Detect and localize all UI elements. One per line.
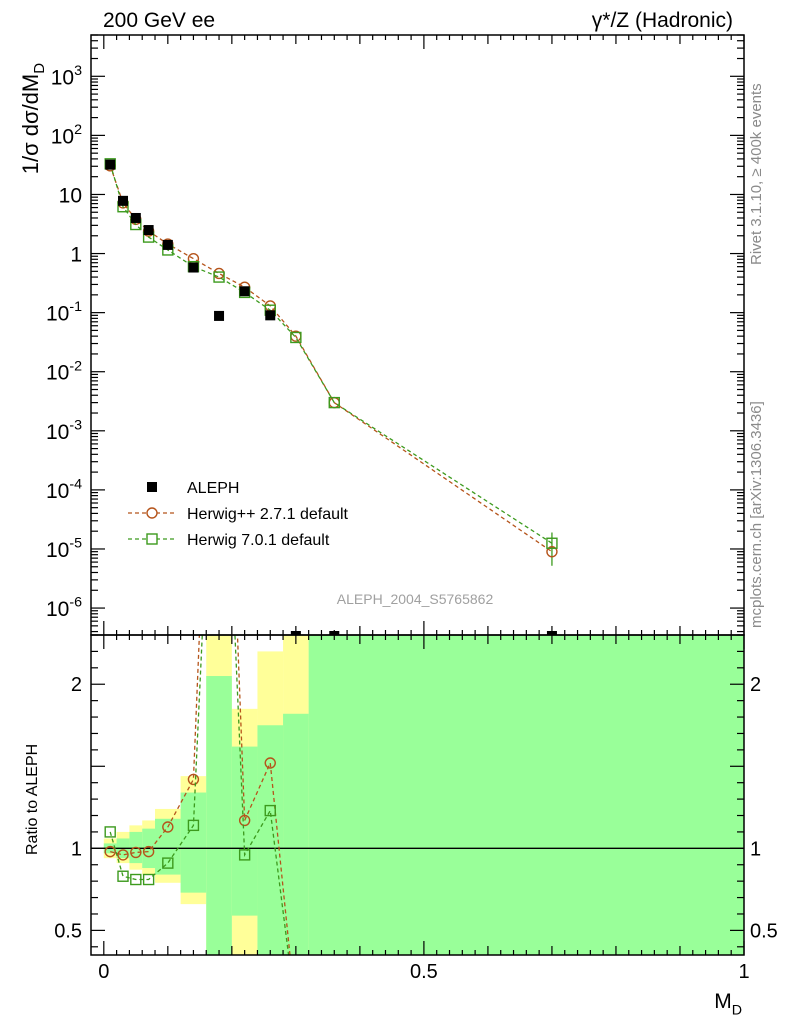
band-inner xyxy=(155,818,181,875)
herwig7-line xyxy=(109,163,553,544)
herwig7-ratio-point xyxy=(162,857,174,869)
herwigpp-ratio-point xyxy=(104,845,116,858)
x-tick-label: 0 xyxy=(98,961,109,983)
x-tick-label: 0.5 xyxy=(410,961,438,983)
y-tick-label: 1 xyxy=(70,244,82,267)
main-y-axis-label: 1/σ dσ/dMD xyxy=(18,63,48,175)
band-inner xyxy=(308,635,744,955)
y-tick-label: 10-3 xyxy=(46,417,82,443)
herwig7-ratio-point xyxy=(142,873,155,886)
ratio-panel-ticks xyxy=(91,634,745,955)
herwig7-ratio-point xyxy=(238,849,251,861)
herwigpp-ratio-point xyxy=(117,849,129,861)
aleph-point xyxy=(162,239,173,250)
legend: ALEPH Herwig++ 2.7.1 default Herwig 7.0.1 … xyxy=(128,480,349,549)
y-tick-label: 102 xyxy=(51,122,82,148)
ratio-series xyxy=(104,154,301,1017)
x-axis-title: MD xyxy=(714,990,742,1018)
ratio-tick-labels: 0.5 0.51 12 20 0.5 1 xyxy=(54,674,778,983)
aleph-point xyxy=(239,286,250,297)
herwig7-ratio-point xyxy=(104,826,116,838)
ratio-panel-frame xyxy=(90,634,745,956)
herwig7-point xyxy=(328,396,340,409)
y-tick-label: 10-2 xyxy=(46,358,82,384)
aleph-point xyxy=(118,195,129,206)
ratio-y-tick-label-right: 1 xyxy=(750,838,761,860)
mcplots-reference-label: mcplots.cern.ch [arXiv:1306.3436] xyxy=(748,401,765,628)
legend-aleph-marker xyxy=(147,482,157,492)
main-panel-ticks xyxy=(91,34,745,639)
x-tick-label: 1 xyxy=(738,961,749,983)
ratio-y-tick-label-left: 0.5 xyxy=(54,920,82,942)
y-tick-label: 10-4 xyxy=(46,476,82,502)
y-tick-label: 10-5 xyxy=(46,536,82,562)
aleph-point xyxy=(130,212,141,223)
herwig7-ratio-point xyxy=(187,819,200,832)
rivet-version-label: Rivet 3.1.10, ≥ 400k events xyxy=(748,83,765,265)
y-tick-label: 10-6 xyxy=(46,595,82,621)
herwig7-ratio-point xyxy=(264,804,276,817)
ratio-y-tick-label-left: 2 xyxy=(71,674,82,696)
legend-entry-label: ALEPH xyxy=(187,480,239,497)
herwigpp-ratio-point xyxy=(214,154,224,164)
header-right-label: γ*/Z (Hadronic) xyxy=(592,9,733,32)
herwigpp-point xyxy=(546,545,558,558)
band-inner xyxy=(231,746,258,916)
herwigpp-ratio-point xyxy=(187,773,200,786)
ratio-y-tick-label-left: 1 xyxy=(71,838,82,860)
herwigpp-line xyxy=(109,165,553,553)
herwigpp-ratio-point xyxy=(162,821,174,833)
header-left-label: 200 GeV ee xyxy=(103,9,215,32)
aleph-point xyxy=(265,310,276,321)
herwigpp-ratio-point xyxy=(130,846,142,859)
herwigpp-ratio-point xyxy=(142,845,155,858)
main-y-tick-labels: 10-6 10-5 10-4 10-3 10-2 10-1 1 10 102 103 xyxy=(46,63,82,621)
herwig7-ratio-line xyxy=(109,635,290,955)
y-tick-label: 10 xyxy=(59,184,82,207)
herwig7-ratio-point xyxy=(117,870,129,882)
aleph-point xyxy=(105,159,116,170)
x-axis-label: MD xyxy=(714,990,742,1018)
herwig7-point xyxy=(546,537,558,549)
herwig7-point xyxy=(290,331,302,344)
band-inner xyxy=(283,713,309,955)
legend-herwig7-marker xyxy=(146,533,158,545)
legend-entry-label: Herwig 7.0.1 default xyxy=(187,532,330,549)
band-inner xyxy=(180,792,207,893)
ratio-y-axis-label: Ratio to ALEPH xyxy=(24,744,41,855)
ratio-y-tick-label-right: 2 xyxy=(750,674,761,696)
herwigpp-ratio-line xyxy=(110,635,291,955)
legend-entry-label: Herwig++ 2.7.1 default xyxy=(187,506,349,523)
watermark-label: ALEPH_2004_S5765862 xyxy=(337,591,494,607)
y-tick-label: 103 xyxy=(51,63,82,89)
ratio-y-tick-label-right: 0.5 xyxy=(750,920,778,942)
legend-herwigpp-marker xyxy=(146,507,158,519)
aleph-point xyxy=(188,262,199,273)
band-inner xyxy=(206,676,232,955)
herwigpp-ratio-point xyxy=(238,814,251,827)
aleph-point xyxy=(214,310,225,321)
ratio-bands xyxy=(103,635,744,955)
main-series xyxy=(104,158,558,566)
herwigpp-ratio-point xyxy=(291,1007,301,1017)
herwig7-ratio-point xyxy=(291,1007,301,1017)
y-tick-label: 10-1 xyxy=(46,299,82,325)
herwig7-point xyxy=(213,271,225,283)
herwig7-ratio-point xyxy=(130,873,142,886)
herwigpp-ratio-point xyxy=(264,757,276,769)
herwigpp-point xyxy=(213,267,225,280)
aleph-point xyxy=(143,225,154,236)
